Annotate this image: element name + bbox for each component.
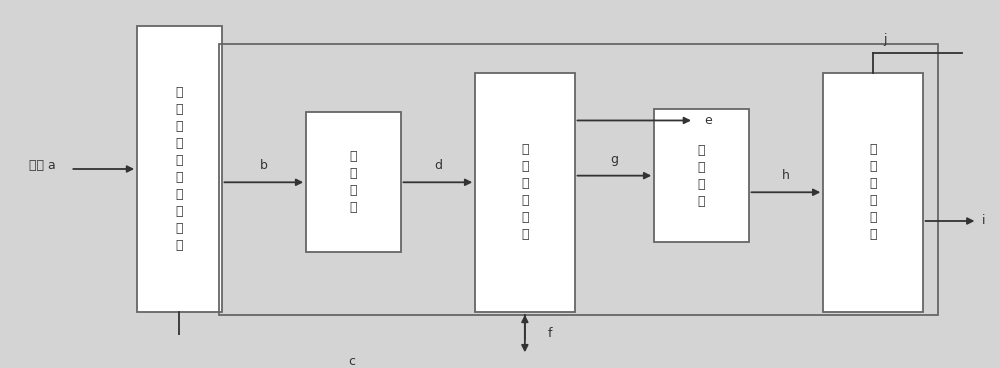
Bar (306, 113, 401, 252)
Bar (219, 44, 938, 315)
Text: e: e (704, 114, 712, 127)
Text: 烯
烃
分
离
工
序: 烯 烃 分 离 工 序 (521, 143, 529, 241)
Text: j: j (883, 33, 886, 46)
Text: c: c (349, 355, 356, 368)
Bar (475, 72, 575, 312)
Bar (823, 72, 923, 312)
Text: b: b (260, 159, 268, 172)
Text: g: g (610, 152, 618, 166)
Text: 加
氢
工
序: 加 氢 工 序 (698, 144, 705, 208)
Text: h: h (782, 169, 790, 182)
Text: 离
子
液
体
溶
剂
抽
提
工
序: 离 子 液 体 溶 剂 抽 提 工 序 (176, 86, 183, 252)
Text: 原料 a: 原料 a (29, 159, 56, 172)
Text: 芳
烃
分
离
工
序: 芳 烃 分 离 工 序 (869, 143, 877, 241)
Bar (654, 109, 749, 242)
Text: f: f (547, 327, 552, 340)
Text: i: i (982, 215, 986, 227)
Text: d: d (434, 159, 442, 172)
Text: 裂
解
工
序: 裂 解 工 序 (350, 150, 357, 214)
Bar (137, 26, 222, 312)
